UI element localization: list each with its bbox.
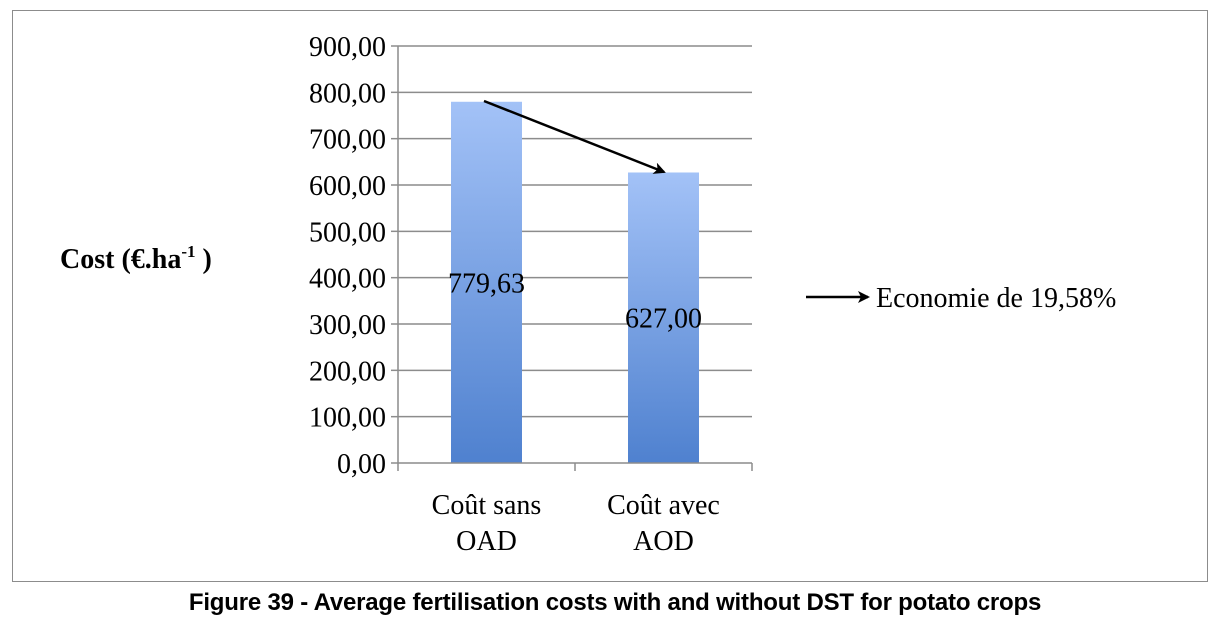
y-tick-label: 300,00 (309, 310, 386, 341)
category-label: Coût avec AOD (607, 490, 720, 557)
bar (628, 172, 699, 464)
y-tick-label: 0,00 (337, 449, 386, 480)
y-tick-label: 100,00 (309, 403, 386, 434)
y-tick-label: 900,00 (309, 32, 386, 63)
y-tick-label: 500,00 (309, 217, 386, 248)
y-tick-label: 200,00 (309, 356, 386, 387)
savings-annotation-text: Economie de 19,58% (876, 283, 1116, 314)
data-labels: 779,63 627,00 (448, 268, 702, 334)
y-tick-label: 400,00 (309, 264, 386, 295)
y-axis-title: Cost (€.ha-1 ) (60, 242, 212, 275)
y-tick-labels: 0,00 100,00 200,00 300,00 400,00 500,00 600,00… (309, 32, 386, 480)
trend-arrow (483, 99, 666, 174)
axes (397, 46, 753, 471)
y-tick-label: 800,00 (309, 78, 386, 109)
bar (451, 101, 522, 464)
category-labels: Coût sans OAD Coût avec AOD (432, 490, 720, 557)
bars (451, 101, 699, 464)
category-label: Coût sans OAD (432, 490, 542, 557)
y-tick-label: 700,00 (309, 125, 386, 156)
y-tick-label: 600,00 (309, 171, 386, 202)
figure-caption: Figure 39 - Average fertilisation costs … (188, 589, 1042, 616)
chart-frame (12, 10, 1208, 582)
data-label: 779,63 (448, 268, 525, 299)
data-label: 627,00 (625, 304, 702, 335)
bar-chart: 0,00 100,00 200,00 300,00 400,00 500,00 600,00… (60, 32, 1116, 557)
savings-annotation: Economie de 19,58% (806, 283, 1116, 314)
